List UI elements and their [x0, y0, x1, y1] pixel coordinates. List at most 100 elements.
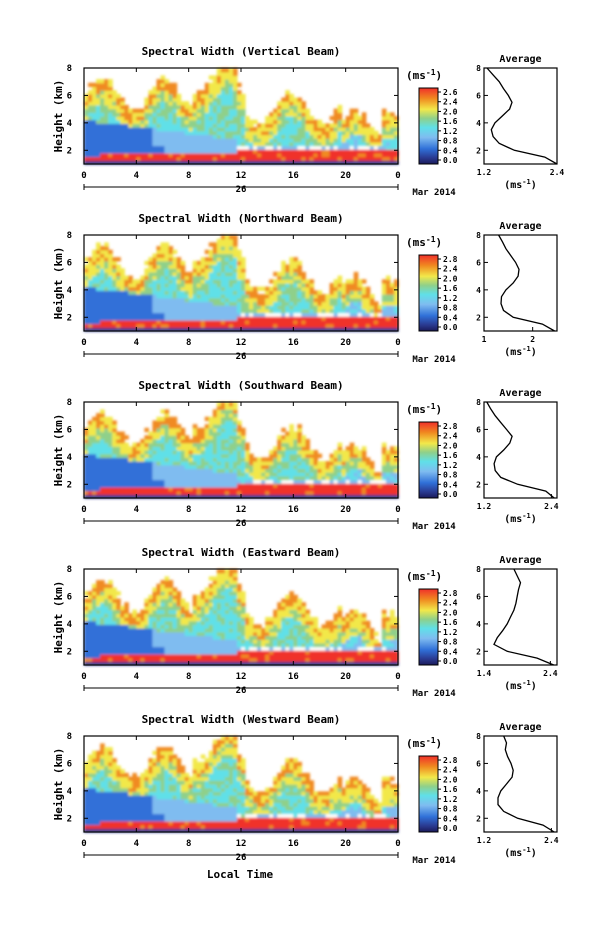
heatmap-cell — [301, 472, 307, 477]
heatmap-cell — [249, 123, 254, 128]
heatmap-cell — [321, 152, 327, 158]
heatmap-cell — [120, 435, 125, 440]
heatmap-cell — [120, 275, 125, 280]
heatmap-cell — [196, 624, 202, 629]
heatmap-cell — [112, 591, 117, 596]
heatmap-cell — [265, 486, 270, 492]
heatmap-cell — [353, 316, 359, 321]
heatmap-cell — [128, 635, 133, 640]
heatmap-cell — [184, 494, 190, 499]
heatmap-cell — [393, 305, 399, 310]
heatmap-cell — [297, 141, 302, 147]
heatmap-cell — [112, 646, 117, 651]
heatmap-cell — [349, 160, 355, 165]
heatmap-cell — [108, 424, 113, 429]
heatmap-cell — [285, 490, 290, 495]
heatmap-cell — [180, 442, 186, 447]
heatmap-cell — [176, 112, 182, 117]
heatmap-cell — [112, 301, 117, 306]
heatmap-cell — [116, 160, 121, 165]
heatmap-cell — [277, 461, 282, 466]
heatmap-cell — [196, 438, 202, 444]
heatmap-cell — [309, 130, 315, 136]
heatmap-cell — [92, 134, 97, 139]
heatmap-cell — [333, 468, 339, 473]
heatmap-cell — [357, 156, 363, 161]
heatmap-cell — [184, 639, 190, 644]
heatmap-cell — [92, 253, 97, 258]
heatmap-cell — [305, 116, 311, 121]
heatmap-cell — [249, 327, 254, 332]
heatmap-cell — [241, 468, 246, 473]
heatmap-cell — [236, 97, 242, 102]
heatmap-cell — [361, 123, 367, 128]
heatmap-cell — [313, 123, 319, 128]
heatmap-cell — [180, 650, 186, 655]
heatmap-cell — [148, 468, 154, 473]
heatmap-cell — [104, 490, 109, 495]
heatmap-cell — [136, 635, 141, 640]
heatmap-cell — [389, 319, 395, 325]
panel-title: Spectral Width (Eastward Beam) — [142, 546, 341, 559]
heatmap-cell — [241, 134, 246, 139]
heatmap-cell — [232, 486, 238, 492]
heatmap-cell — [341, 290, 347, 295]
heatmap-cell — [184, 457, 190, 462]
heatmap-cell — [164, 602, 170, 607]
heatmap-cell — [329, 483, 335, 488]
heatmap-cell — [345, 446, 351, 451]
heatmap-cell — [232, 93, 238, 99]
heatmap-cell — [269, 152, 274, 158]
heatmap-cell — [216, 628, 222, 633]
heatmap-cell — [160, 319, 166, 325]
heatmap-cell — [212, 479, 218, 484]
heatmap-cell — [124, 301, 129, 306]
heatmap-cell — [309, 305, 315, 310]
heatmap-cell — [96, 494, 101, 499]
heatmap-cell — [361, 483, 367, 488]
heatmap-cell — [381, 130, 387, 136]
heatmap-cell — [104, 149, 109, 154]
heatmap-cell — [228, 297, 234, 303]
heatmap-cell — [84, 635, 89, 640]
heatmap-cell — [184, 628, 190, 633]
heatmap-cell — [168, 490, 174, 495]
heatmap-cell — [204, 134, 210, 139]
heatmap-cell — [164, 413, 170, 418]
heatmap-cell — [385, 312, 391, 317]
heatmap-cell — [148, 312, 154, 317]
heatmap-cell — [164, 301, 170, 306]
heatmap-cell — [200, 308, 206, 314]
heatmap-cell — [120, 160, 125, 165]
heatmap-cell — [281, 127, 286, 132]
heatmap-cell — [164, 483, 170, 488]
heatmap-cell — [172, 268, 178, 273]
avg-y-tick-label: 6 — [476, 91, 481, 100]
heatmap-cell — [220, 453, 226, 458]
heatmap-cell — [228, 246, 234, 251]
heatmap-cell — [120, 605, 125, 611]
heatmap-cell — [301, 486, 307, 492]
heatmap-cell — [112, 605, 117, 611]
heatmap-cell — [172, 319, 178, 325]
heatmap-cell — [172, 494, 178, 499]
heatmap-cell — [108, 160, 113, 165]
heatmap-cell — [208, 242, 214, 247]
heatmap-cell — [321, 483, 327, 488]
heatmap-cell — [116, 468, 121, 473]
heatmap-cell — [216, 635, 222, 640]
heatmap-cell — [104, 316, 109, 321]
heatmap-cell — [261, 486, 266, 492]
heatmap-cell — [269, 461, 274, 466]
heatmap-cell — [228, 620, 234, 625]
heatmap-cell — [120, 149, 125, 154]
heatmap-cell — [104, 617, 109, 622]
heatmap-cell — [224, 104, 230, 110]
heatmap-cell — [273, 160, 278, 165]
heatmap-cell — [345, 490, 351, 495]
heatmap-cell — [385, 464, 391, 470]
heatmap-cell — [96, 260, 101, 266]
heatmap-cell — [148, 435, 154, 440]
heatmap-cell — [216, 279, 222, 284]
heatmap-cell — [297, 127, 302, 132]
